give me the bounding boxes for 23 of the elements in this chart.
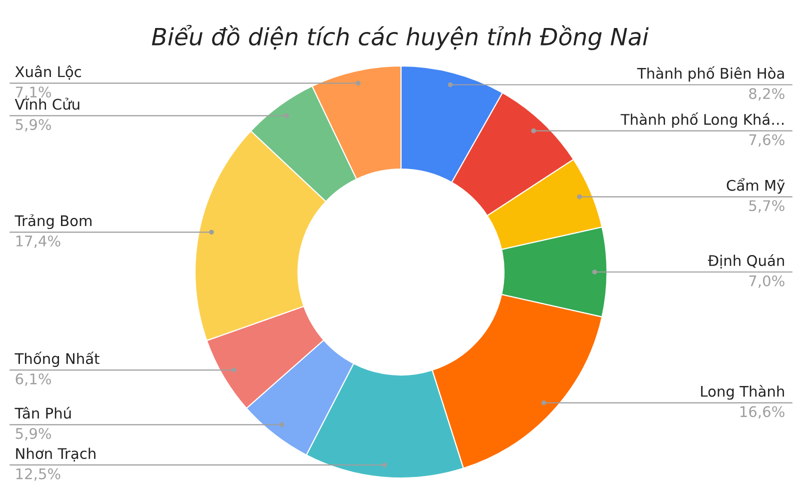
data-label: 7,6% bbox=[749, 134, 784, 147]
data-label: 5,9% bbox=[16, 119, 51, 132]
slice-label: Vĩnh Cửu bbox=[14, 98, 80, 110]
slice-label: Xuân Lộc bbox=[15, 65, 81, 80]
slice-label: Thành phố Long Khá… bbox=[620, 112, 784, 128]
data-label: 7,1% bbox=[16, 86, 51, 100]
data-label: 6,1% bbox=[16, 373, 51, 386]
slice-label: Cẩm Mỹ bbox=[726, 178, 785, 194]
slice-label: Thành phố Biên Hòa bbox=[637, 66, 784, 82]
slice-label: Nhơn Trạch bbox=[16, 448, 96, 462]
data-label: 17,4% bbox=[16, 235, 60, 248]
data-label: 5,7% bbox=[749, 200, 784, 213]
slice-label: Long Thành bbox=[701, 384, 784, 400]
chart-title: Biểu đồ diện tích các huyện tỉnh Đồng Nai bbox=[152, 24, 649, 50]
data-label: 7,0% bbox=[749, 275, 784, 288]
data-label: 5,9% bbox=[16, 428, 51, 440]
slice-label: Thống Nhất bbox=[14, 352, 100, 367]
data-label: 12,5% bbox=[16, 468, 60, 481]
slice-label: Định Quán bbox=[708, 254, 784, 269]
data-label: 8,2% bbox=[749, 88, 784, 101]
data-label: 16,6% bbox=[740, 406, 784, 419]
slice-label: Tân Phú bbox=[14, 406, 71, 419]
slice-label: Trảng Bom bbox=[14, 214, 92, 230]
